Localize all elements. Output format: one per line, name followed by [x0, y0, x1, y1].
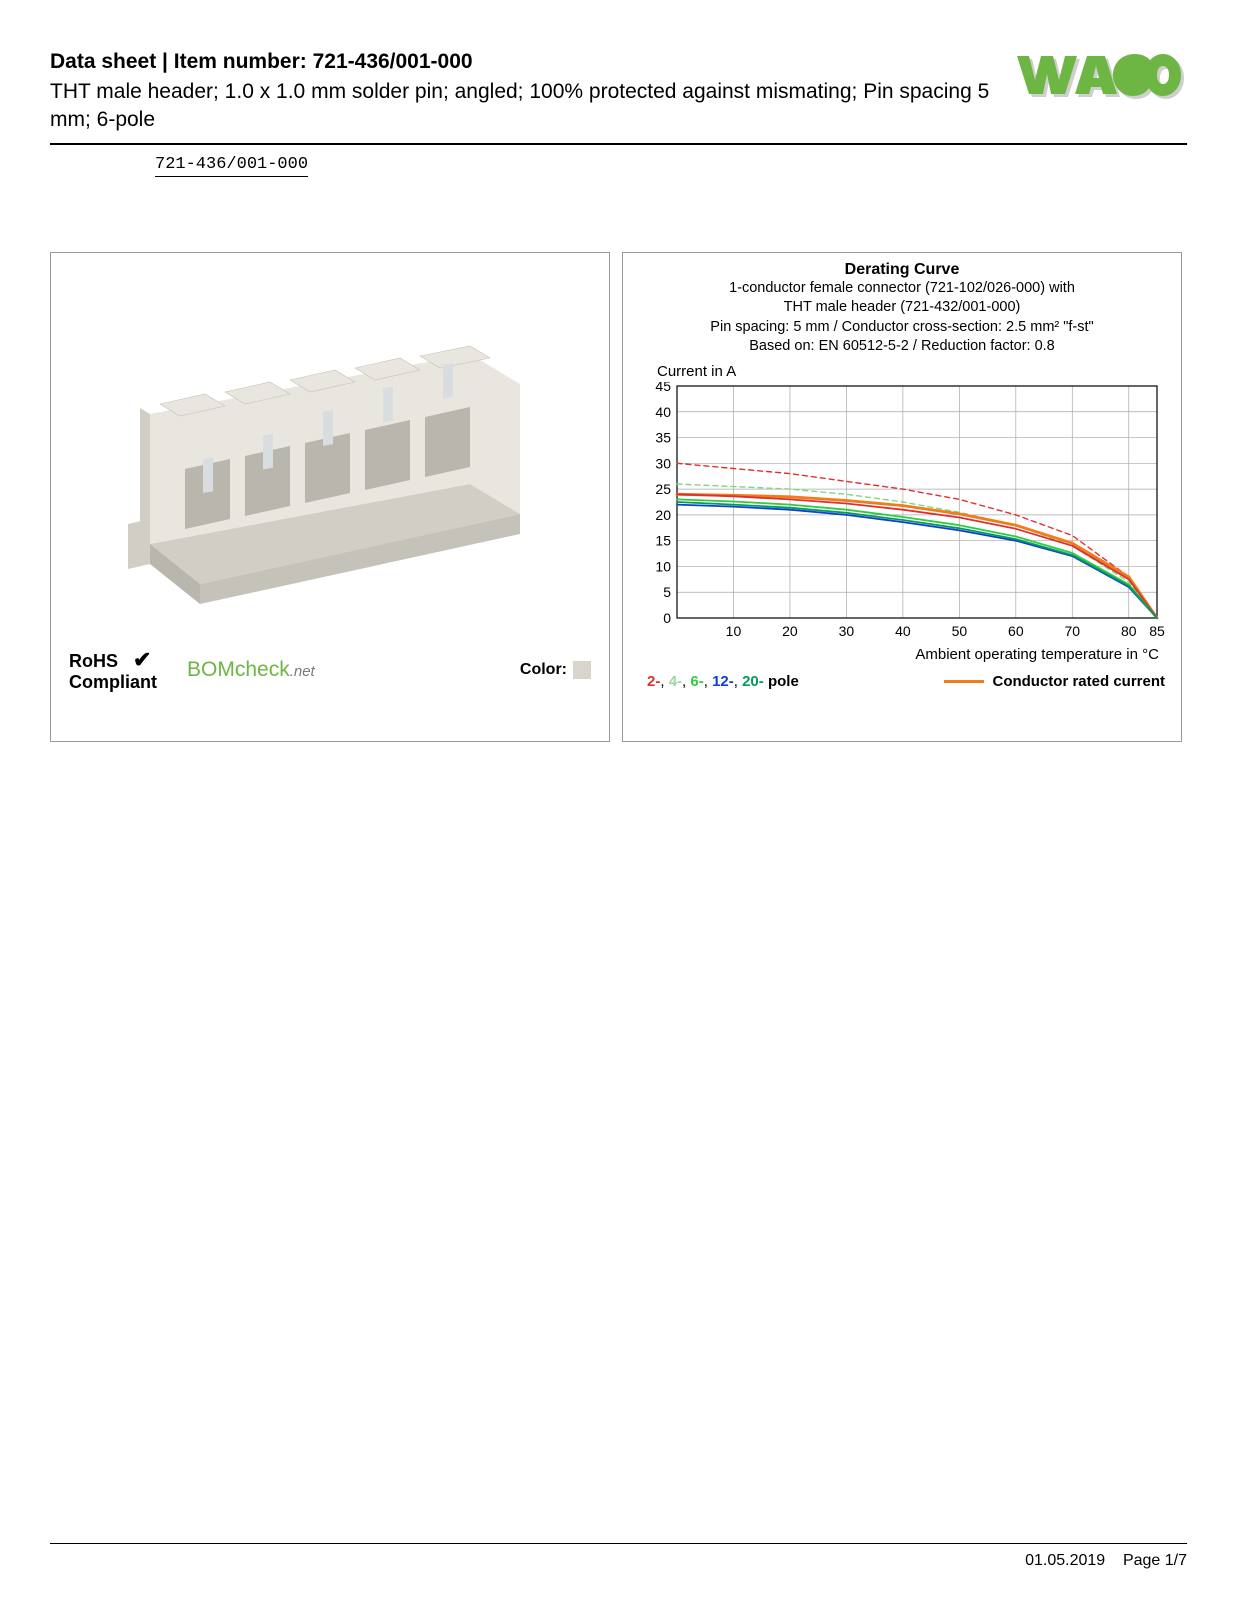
svg-text:30: 30: [655, 455, 671, 471]
badge-row: RoHS ✔ Compliant BOMcheck.net Color:: [57, 639, 603, 693]
svg-text:15: 15: [655, 533, 671, 549]
color-indicator: Color:: [520, 661, 591, 679]
rohs-compliant: Compliant: [69, 672, 157, 692]
product-image: [57, 259, 603, 639]
svg-text:40: 40: [655, 404, 671, 420]
svg-text:60: 60: [1008, 623, 1024, 639]
chart-sub1: 1-conductor female connector (721-102/02…: [729, 280, 1075, 296]
color-swatch: [573, 661, 591, 679]
svg-text:85: 85: [1149, 623, 1165, 639]
svg-text:50: 50: [952, 623, 968, 639]
svg-text:20: 20: [782, 623, 798, 639]
chart-panel: Derating Curve 1-conductor female connec…: [622, 252, 1182, 742]
chart-sub3: Pin spacing: 5 mm / Conductor cross-sect…: [710, 319, 1093, 335]
item-link-row: 721-436/001-000: [155, 155, 1187, 177]
svg-text:40: 40: [895, 623, 911, 639]
svg-text:80: 80: [1121, 623, 1137, 639]
derating-chart: 0 5 10 15 20 25 30 35 40 45 10 20 30 40 50 60 70 80 85: [637, 382, 1167, 642]
svg-text:10: 10: [655, 558, 671, 574]
svg-text:70: 70: [1065, 623, 1081, 639]
chart-legend: 2-, 4-, 6-, 12-, 20- pole Conductor rate…: [629, 663, 1175, 690]
orange-line-icon: [944, 680, 984, 683]
legend-conductor-text: Conductor rated current: [992, 673, 1165, 690]
rohs-label: RoHS: [69, 651, 118, 671]
legend-poles: 2-, 4-, 6-, 12-, 20- pole: [647, 673, 799, 690]
legend-conductor: Conductor rated current: [944, 673, 1165, 690]
x-axis-label: Ambient operating temperature in °C: [629, 646, 1175, 663]
y-axis-label: Current in A: [657, 363, 1175, 380]
svg-text:45: 45: [655, 382, 671, 394]
product-panel: RoHS ✔ Compliant BOMcheck.net Color:: [50, 252, 610, 742]
color-label-text: Color:: [520, 661, 567, 679]
header-text: Data sheet | Item number: 721-436/001-00…: [50, 50, 1017, 135]
wago-logo: [1017, 50, 1187, 100]
bomcheck-badge: BOMcheck.net: [187, 658, 315, 682]
svg-text:30: 30: [839, 623, 855, 639]
svg-text:25: 25: [655, 481, 671, 497]
panels-row: RoHS ✔ Compliant BOMcheck.net Color: Der…: [50, 252, 1187, 742]
svg-text:0: 0: [663, 610, 671, 626]
svg-text:20: 20: [655, 507, 671, 523]
svg-text:5: 5: [663, 584, 671, 600]
footer: 01.05.2019 Page 1/7: [50, 1543, 1187, 1570]
svg-text:10: 10: [726, 623, 742, 639]
chart-sub4: Based on: EN 60512-5-2 / Reduction facto…: [749, 338, 1055, 354]
bomcheck-text: BOMcheck: [187, 658, 290, 681]
chart-sub2: THT male header (721-432/001-000): [784, 299, 1021, 315]
datasheet-subtitle: THT male header; 1.0 x 1.0 mm solder pin…: [50, 78, 997, 135]
footer-page: Page 1/7: [1123, 1552, 1187, 1569]
footer-date: 01.05.2019: [1025, 1552, 1105, 1569]
rohs-badge: RoHS ✔ Compliant: [69, 647, 157, 693]
bomcheck-net: .net: [290, 663, 315, 680]
page: Data sheet | Item number: 721-436/001-00…: [0, 0, 1237, 1600]
check-icon: ✔: [133, 647, 151, 672]
datasheet-title: Data sheet | Item number: 721-436/001-00…: [50, 50, 997, 74]
chart-subtitle: 1-conductor female connector (721-102/02…: [629, 279, 1175, 357]
svg-text:35: 35: [655, 429, 671, 445]
header: Data sheet | Item number: 721-436/001-00…: [50, 50, 1187, 145]
chart-title: Derating Curve: [629, 261, 1175, 279]
item-number-link[interactable]: 721-436/001-000: [155, 155, 308, 177]
